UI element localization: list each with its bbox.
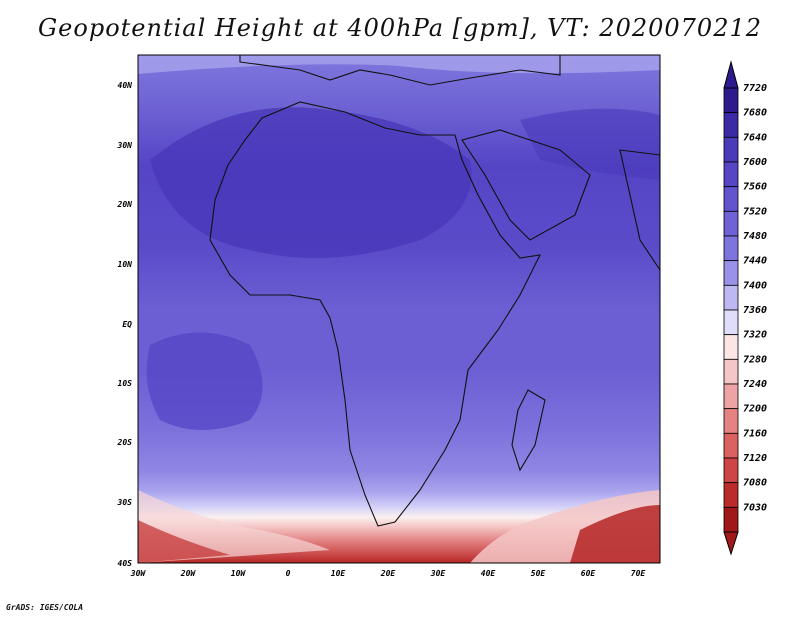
colorbar-swatch	[723, 457, 739, 484]
lat-label: 10N	[118, 260, 133, 269]
lat-label: 30S	[117, 498, 133, 507]
map-title: Geopotential Height at 400hPa [gpm], VT:…	[38, 14, 762, 42]
lat-label: 30N	[117, 141, 133, 150]
lon-label: 30W	[130, 569, 147, 578]
colorbar-label: 7080	[743, 478, 767, 489]
colorbar-label: 7240	[743, 379, 767, 390]
colorbar-label: 7720	[743, 83, 767, 94]
lon-label: 0	[286, 569, 291, 578]
colorbar-swatch	[723, 506, 739, 533]
latitude-axis: 40N 30N 20N 10N EQ 10S 20S 30S 40S	[117, 81, 133, 568]
lon-label: 30E	[430, 569, 446, 578]
colorbar-swatch	[723, 408, 739, 434]
coastlines	[209, 55, 660, 527]
colorbar-legend: 7720 7680 7640 7600 7560 7520 7480 7440 7400 7360…	[723, 60, 767, 556]
colorbar-label: 7120	[743, 453, 767, 464]
colorbar-swatch	[723, 186, 739, 212]
colorbar-swatch	[723, 334, 739, 360]
lat-label: 20S	[117, 438, 133, 447]
india-coastline	[619, 149, 660, 271]
lon-label: 60E	[581, 569, 596, 578]
colorbar-swatch	[723, 112, 739, 138]
lat-label: EQ	[122, 320, 132, 329]
colorbar-swatch	[723, 309, 739, 336]
colorbar-swatch	[723, 482, 739, 508]
arabia-coastline	[461, 129, 591, 241]
lon-label: 20E	[380, 569, 396, 578]
lat-label: 10S	[118, 379, 133, 388]
colorbar-label: 7030	[743, 502, 767, 513]
colorbar-label: 7480	[743, 231, 767, 242]
lon-label: 10E	[331, 569, 346, 578]
colorbar-swatch	[723, 210, 739, 237]
lat-label: 20N	[117, 200, 133, 209]
lon-label: 20W	[180, 569, 197, 578]
colorbar-label: 7600	[743, 157, 767, 168]
europe-coastline	[239, 55, 561, 86]
colorbar-max-arrow	[723, 60, 739, 89]
height-field	[138, 55, 660, 563]
africa-coastline	[209, 101, 541, 527]
colorbar-min-arrow	[723, 531, 739, 556]
colorbar-label: 7520	[743, 206, 767, 217]
lon-label: 40E	[481, 569, 496, 578]
colorbar-label: 7200	[743, 404, 767, 415]
longitude-axis: 30W 20W 10W 0 10E 20E 30E 40E 50E 60E 70…	[130, 569, 646, 578]
colorbar-label: 7680	[743, 108, 767, 119]
colorbar-label: 7280	[743, 354, 767, 365]
lat-label: 40S	[118, 559, 133, 568]
colorbar-label: 7320	[743, 330, 767, 341]
colorbar-swatch	[723, 161, 739, 188]
colorbar-label: 7400	[743, 280, 767, 291]
colorbar-swatch	[723, 358, 739, 385]
colorbar-swatch	[723, 383, 739, 410]
madagascar-coastline	[511, 389, 546, 472]
colorbar-swatch	[723, 284, 739, 311]
lon-label: 10W	[231, 569, 247, 578]
colorbar-swatch	[723, 432, 739, 459]
colorbar-swatch	[723, 235, 739, 262]
lon-label: 70E	[631, 569, 646, 578]
colorbar-label: 7360	[743, 305, 767, 316]
colorbar-label: 7640	[743, 132, 767, 143]
colorbar-label: 7560	[743, 182, 767, 193]
lon-label: 50E	[531, 569, 546, 578]
colorbar-swatch	[723, 136, 739, 163]
colorbar-swatch	[723, 260, 739, 286]
colorbar-label: 7440	[743, 256, 767, 267]
colorbar-swatch	[723, 87, 739, 114]
lat-label: 40N	[118, 81, 133, 90]
credit-footer: GrADS: IGES/COLA	[6, 603, 84, 612]
map-frame	[137, 54, 661, 564]
colorbar-label: 7160	[743, 428, 767, 439]
